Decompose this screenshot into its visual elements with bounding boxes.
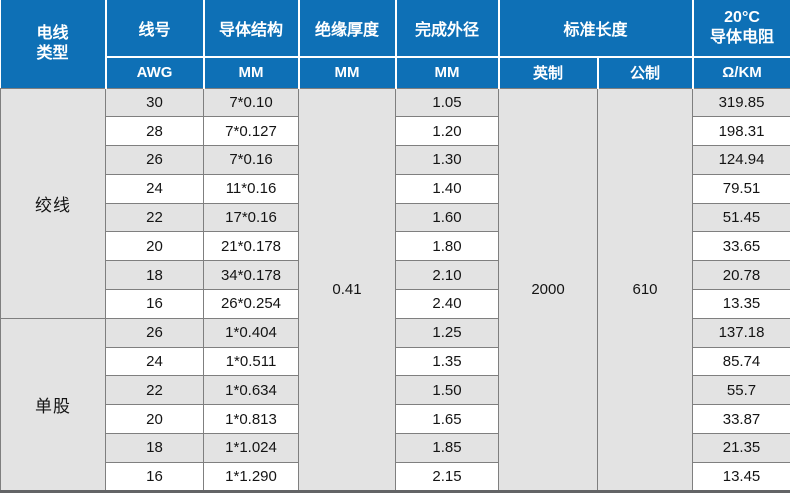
table-row: 22 17*0.16 1.60 51.45 bbox=[1, 202, 790, 233]
cell-conductor: 21*0.178 bbox=[203, 231, 299, 262]
cell-awg: 22 bbox=[105, 202, 204, 233]
table-row: 24 1*0.511 1.35 85.74 bbox=[1, 346, 790, 377]
header-unit-ohm-km: Ω/KM bbox=[691, 57, 790, 88]
cell-resistance: 85.74 bbox=[692, 346, 790, 377]
header-od: 完成外径 bbox=[394, 0, 500, 58]
header-unit-metric: 公制 bbox=[596, 57, 694, 88]
cell-conductor: 1*1.290 bbox=[203, 461, 299, 492]
header-wire-no: 线号 bbox=[104, 0, 205, 58]
header-unit-insulation-mm: MM bbox=[297, 57, 397, 88]
cell-awg: 16 bbox=[105, 289, 204, 319]
cell-od: 1.30 bbox=[395, 145, 499, 175]
cell-conductor: 1*0.404 bbox=[203, 317, 299, 348]
cell-od: 1.80 bbox=[395, 231, 499, 262]
section-label-solid: 单股 bbox=[0, 317, 106, 492]
cell-conductor: 17*0.16 bbox=[203, 202, 299, 233]
cell-od: 1.50 bbox=[395, 375, 499, 406]
cell-awg: 18 bbox=[105, 433, 204, 463]
cell-resistance: 13.35 bbox=[692, 289, 790, 319]
table-header: 电线 类型 线号 导体结构 绝缘厚度 完成外径 标准长度 20°C 导体电阻 A… bbox=[0, 0, 790, 88]
cell-od: 1.60 bbox=[395, 202, 499, 233]
cell-awg: 20 bbox=[105, 404, 204, 435]
table-row: 18 34*0.178 2.10 20.78 bbox=[1, 260, 790, 291]
header-std-length: 标准长度 bbox=[497, 0, 694, 58]
table-row: 24 11*0.16 1.40 79.51 bbox=[1, 173, 790, 204]
cell-resistance: 319.85 bbox=[692, 87, 790, 118]
cell-resistance: 198.31 bbox=[692, 116, 790, 147]
cell-resistance: 124.94 bbox=[692, 145, 790, 175]
cell-resistance: 137.18 bbox=[692, 317, 790, 348]
cell-conductor: 34*0.178 bbox=[203, 260, 299, 291]
cell-resistance: 33.65 bbox=[692, 231, 790, 262]
header-unit-od-mm: MM bbox=[394, 57, 500, 88]
table-row: 26 7*0.16 1.30 124.94 bbox=[1, 145, 790, 175]
table-row: 22 1*0.634 1.50 55.7 bbox=[1, 375, 790, 406]
cell-conductor: 1*0.511 bbox=[203, 346, 299, 377]
cell-resistance: 21.35 bbox=[692, 433, 790, 463]
table-row: 单股 26 1*0.404 1.25 137.18 bbox=[0, 317, 790, 492]
header-resistance: 20°C 导体电阻 bbox=[691, 0, 790, 58]
cell-awg: 28 bbox=[105, 116, 204, 147]
header-unit-imperial: 英制 bbox=[497, 57, 599, 88]
cell-conductor: 11*0.16 bbox=[203, 173, 299, 204]
cell-od: 1.85 bbox=[395, 433, 499, 463]
header-row-titles: 电线 类型 线号 导体结构 绝缘厚度 完成外径 标准长度 20°C 导体电阻 bbox=[0, 0, 790, 88]
cell-length-metric-merged: 610 bbox=[596, 87, 694, 492]
cell-od: 1.65 bbox=[395, 404, 499, 435]
cell-resistance: 55.7 bbox=[692, 375, 790, 406]
cell-awg: 24 bbox=[105, 346, 204, 377]
cell-awg: 18 bbox=[105, 260, 204, 291]
cell-conductor: 7*0.127 bbox=[203, 116, 299, 147]
header-unit-awg: AWG bbox=[104, 57, 205, 88]
cell-insulation-merged: 0.41 bbox=[298, 87, 396, 492]
cell-od: 1.20 bbox=[395, 116, 499, 147]
cell-length-imperial-merged: 2000 bbox=[498, 87, 598, 492]
table-body: 绞线 30 7*0.10 0.41 1.05 2000 610 319.85 2… bbox=[0, 87, 790, 492]
table-row: 28 7*0.127 1.20 198.31 bbox=[1, 116, 790, 147]
header-wire-type: 电线 类型 bbox=[0, 0, 107, 88]
cell-od: 2.10 bbox=[395, 260, 499, 291]
cell-conductor: 7*0.10 bbox=[203, 87, 299, 118]
table-row: 绞线 30 7*0.10 0.41 1.05 2000 610 319.85 bbox=[0, 87, 790, 492]
header-insulation: 绝缘厚度 bbox=[297, 0, 397, 58]
cell-resistance: 13.45 bbox=[692, 461, 790, 492]
table-row: 16 26*0.254 2.40 13.35 bbox=[1, 289, 790, 319]
header-conductor: 导体结构 bbox=[202, 0, 300, 58]
cell-awg: 16 bbox=[105, 461, 204, 492]
cell-od: 1.05 bbox=[395, 87, 499, 118]
cell-awg: 26 bbox=[105, 145, 204, 175]
cell-resistance: 79.51 bbox=[692, 173, 790, 204]
cell-awg: 26 bbox=[105, 317, 204, 348]
header-unit-conductor-mm: MM bbox=[202, 57, 300, 88]
table-row: 16 1*1.290 2.15 13.45 bbox=[1, 461, 790, 492]
cell-od: 1.25 bbox=[395, 317, 499, 348]
header-row-units: AWG MM MM MM 英制 公制 Ω/KM bbox=[1, 57, 790, 88]
cell-awg: 30 bbox=[105, 87, 204, 118]
cell-od: 2.40 bbox=[395, 289, 499, 319]
cell-conductor: 1*0.813 bbox=[203, 404, 299, 435]
cell-conductor: 7*0.16 bbox=[203, 145, 299, 175]
cell-od: 2.15 bbox=[395, 461, 499, 492]
cell-awg: 22 bbox=[105, 375, 204, 406]
cell-awg: 24 bbox=[105, 173, 204, 204]
cell-conductor: 1*0.634 bbox=[203, 375, 299, 406]
cell-od: 1.35 bbox=[395, 346, 499, 377]
cell-od: 1.40 bbox=[395, 173, 499, 204]
cell-conductor: 1*1.024 bbox=[203, 433, 299, 463]
table-row: 18 1*1.024 1.85 21.35 bbox=[1, 433, 790, 463]
cell-resistance: 51.45 bbox=[692, 202, 790, 233]
cell-resistance: 20.78 bbox=[692, 260, 790, 291]
cell-awg: 20 bbox=[105, 231, 204, 262]
cell-resistance: 33.87 bbox=[692, 404, 790, 435]
cell-conductor: 26*0.254 bbox=[203, 289, 299, 319]
section-label-stranded: 绞线 bbox=[0, 87, 106, 319]
